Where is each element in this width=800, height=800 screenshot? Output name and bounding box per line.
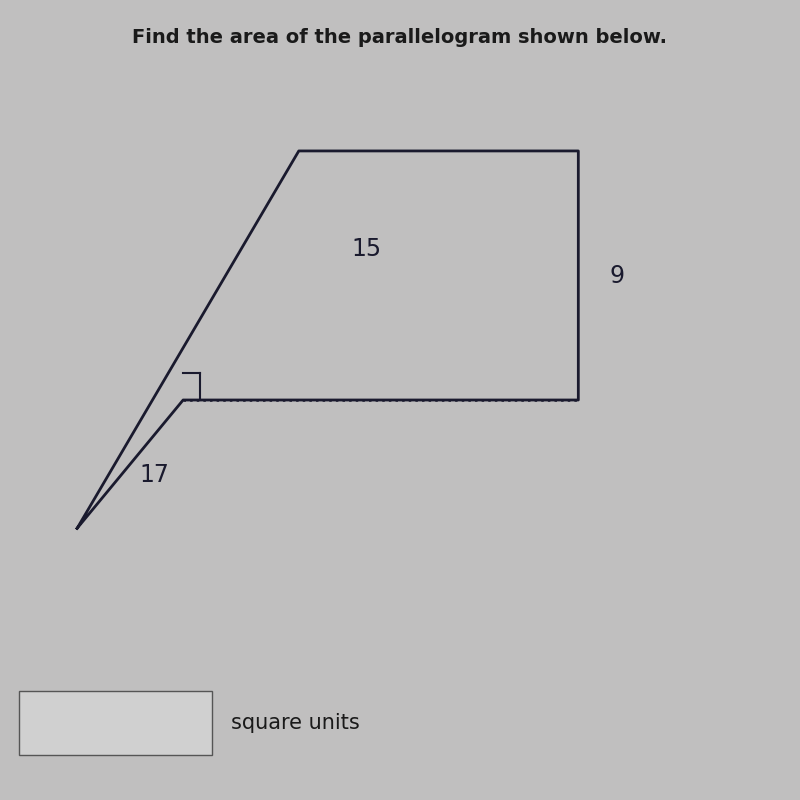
Text: 15: 15: [351, 237, 382, 261]
Text: 17: 17: [139, 463, 169, 487]
Text: Find the area of the parallelogram shown below.: Find the area of the parallelogram shown…: [133, 28, 667, 47]
Bar: [19, 691, 212, 754]
Text: square units: square units: [231, 713, 360, 733]
Text: 9: 9: [610, 264, 624, 288]
